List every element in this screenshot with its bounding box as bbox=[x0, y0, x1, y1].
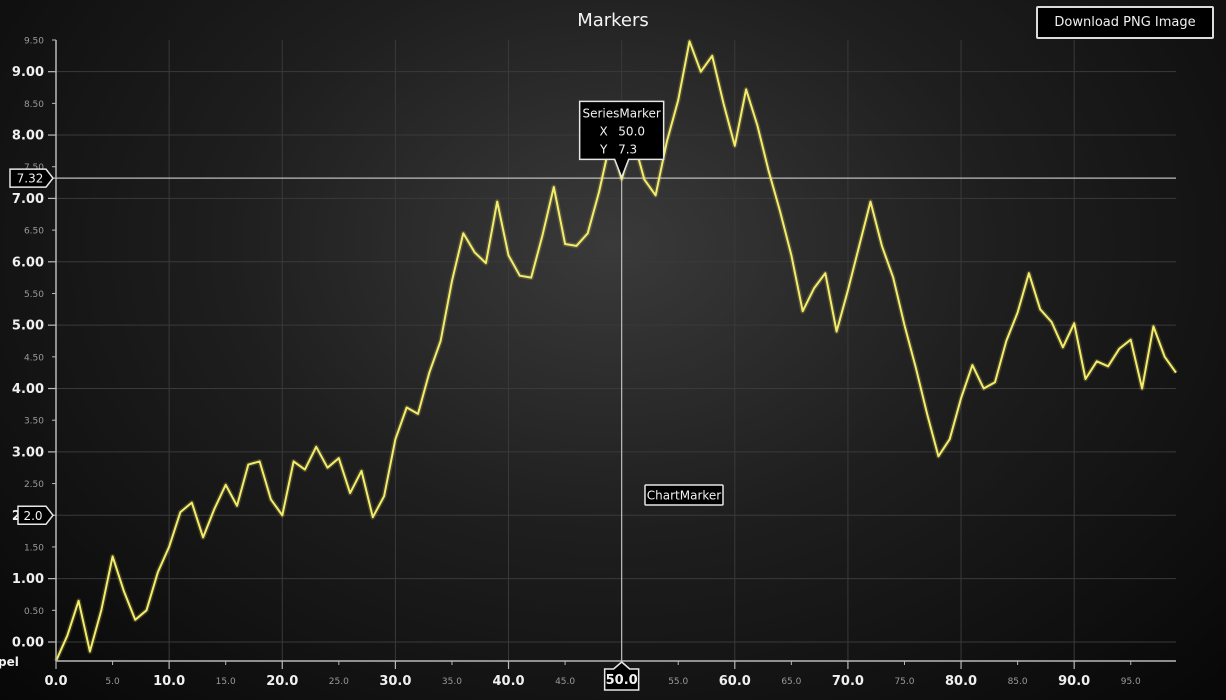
x-tick-label: 90.0 bbox=[1058, 674, 1090, 689]
y-tick-label: 5.00 bbox=[12, 319, 44, 334]
y-minor-tick-label: 4.50 bbox=[24, 353, 44, 363]
x-tick-label: 10.0 bbox=[153, 674, 185, 689]
crosshair-y-value: 7.32 bbox=[17, 172, 44, 186]
series-marker-y-value: 7.3 bbox=[618, 142, 637, 156]
y-tick-label: 1.00 bbox=[12, 572, 44, 587]
x-tick-label: 70.0 bbox=[832, 674, 864, 689]
x-minor-tick-label: 15.0 bbox=[216, 677, 236, 687]
x-minor-tick-label: 55.0 bbox=[668, 677, 688, 687]
crosshair-y-tag bbox=[9, 168, 54, 188]
x-tick-label: 0.0 bbox=[44, 674, 67, 689]
y-tick-label: 7.00 bbox=[12, 192, 44, 207]
y-tick-label: 8.00 bbox=[12, 129, 44, 144]
x-minor-tick-label: 85.0 bbox=[1008, 677, 1028, 687]
x-tick-label: 80.0 bbox=[945, 674, 977, 689]
y-minor-tick-label: 0.50 bbox=[24, 607, 44, 617]
x-tick-label: 40.0 bbox=[492, 674, 524, 689]
x-tick-label: 20.0 bbox=[266, 674, 298, 689]
x-minor-tick-label: 65.0 bbox=[781, 677, 801, 687]
x-tick-label: 30.0 bbox=[379, 674, 411, 689]
y-tick-label: 3.00 bbox=[12, 445, 44, 460]
y-minor-tick-label: 7.50 bbox=[24, 163, 44, 173]
x-minor-tick-label: 45.0 bbox=[555, 677, 575, 687]
x-minor-tick-label: 75.0 bbox=[894, 677, 914, 687]
series-marker-tooltip bbox=[578, 100, 665, 180]
chart-marker-label: ChartMarker bbox=[647, 489, 722, 503]
series-marker-y-label: Y bbox=[599, 142, 608, 156]
y-tick-label: 0.00 bbox=[12, 635, 44, 650]
y-axis-title-fragment: pel bbox=[0, 655, 19, 669]
y-minor-tick-label: 1.50 bbox=[24, 543, 44, 553]
series-marker-x-label: X bbox=[600, 124, 608, 138]
chart-marker-x-tag bbox=[603, 661, 640, 691]
x-minor-tick-label: 5.0 bbox=[105, 677, 120, 687]
x-minor-tick-label: 25.0 bbox=[329, 677, 349, 687]
y-minor-tick-label: 5.50 bbox=[24, 290, 44, 300]
x-minor-tick-label: 35.0 bbox=[442, 677, 462, 687]
chart-marker-x-value: 50.0 bbox=[606, 673, 638, 688]
y-minor-tick-label: 6.50 bbox=[24, 227, 44, 237]
y-minor-tick-label: 2.50 bbox=[24, 480, 44, 490]
y-tick-label: 4.00 bbox=[12, 382, 44, 397]
y-tick-label: 6.00 bbox=[12, 255, 44, 270]
y-tick-label: 9.00 bbox=[12, 65, 44, 80]
x-minor-tick-label: 95.0 bbox=[1121, 677, 1141, 687]
y-minor-tick-label: 9.50 bbox=[24, 37, 44, 47]
chart-marker-y-tag bbox=[17, 505, 54, 526]
annotations: SeriesMarker X 50.0 Y 7.3 ChartMarker 7.32 2.0 5… bbox=[9, 100, 724, 691]
series-marker-title: SeriesMarker bbox=[582, 106, 660, 120]
y-minor-tick-label: 8.50 bbox=[24, 100, 44, 110]
marker-lines bbox=[52, 177, 1176, 661]
axes: 0.0 10.0 20.0 30.0 40.0 60.0 70.0 80.0 90.0 5.0 15… bbox=[0, 37, 1176, 689]
download-png-button[interactable]: Download PNG Image bbox=[1036, 6, 1214, 39]
series-marker-x-value: 50.0 bbox=[618, 124, 645, 138]
chart-marker-y-value: 2.0 bbox=[23, 509, 42, 523]
x-tick-label: 60.0 bbox=[719, 674, 751, 689]
chart-marker-box bbox=[644, 484, 724, 506]
y-minor-tick-label: 3.50 bbox=[24, 417, 44, 427]
